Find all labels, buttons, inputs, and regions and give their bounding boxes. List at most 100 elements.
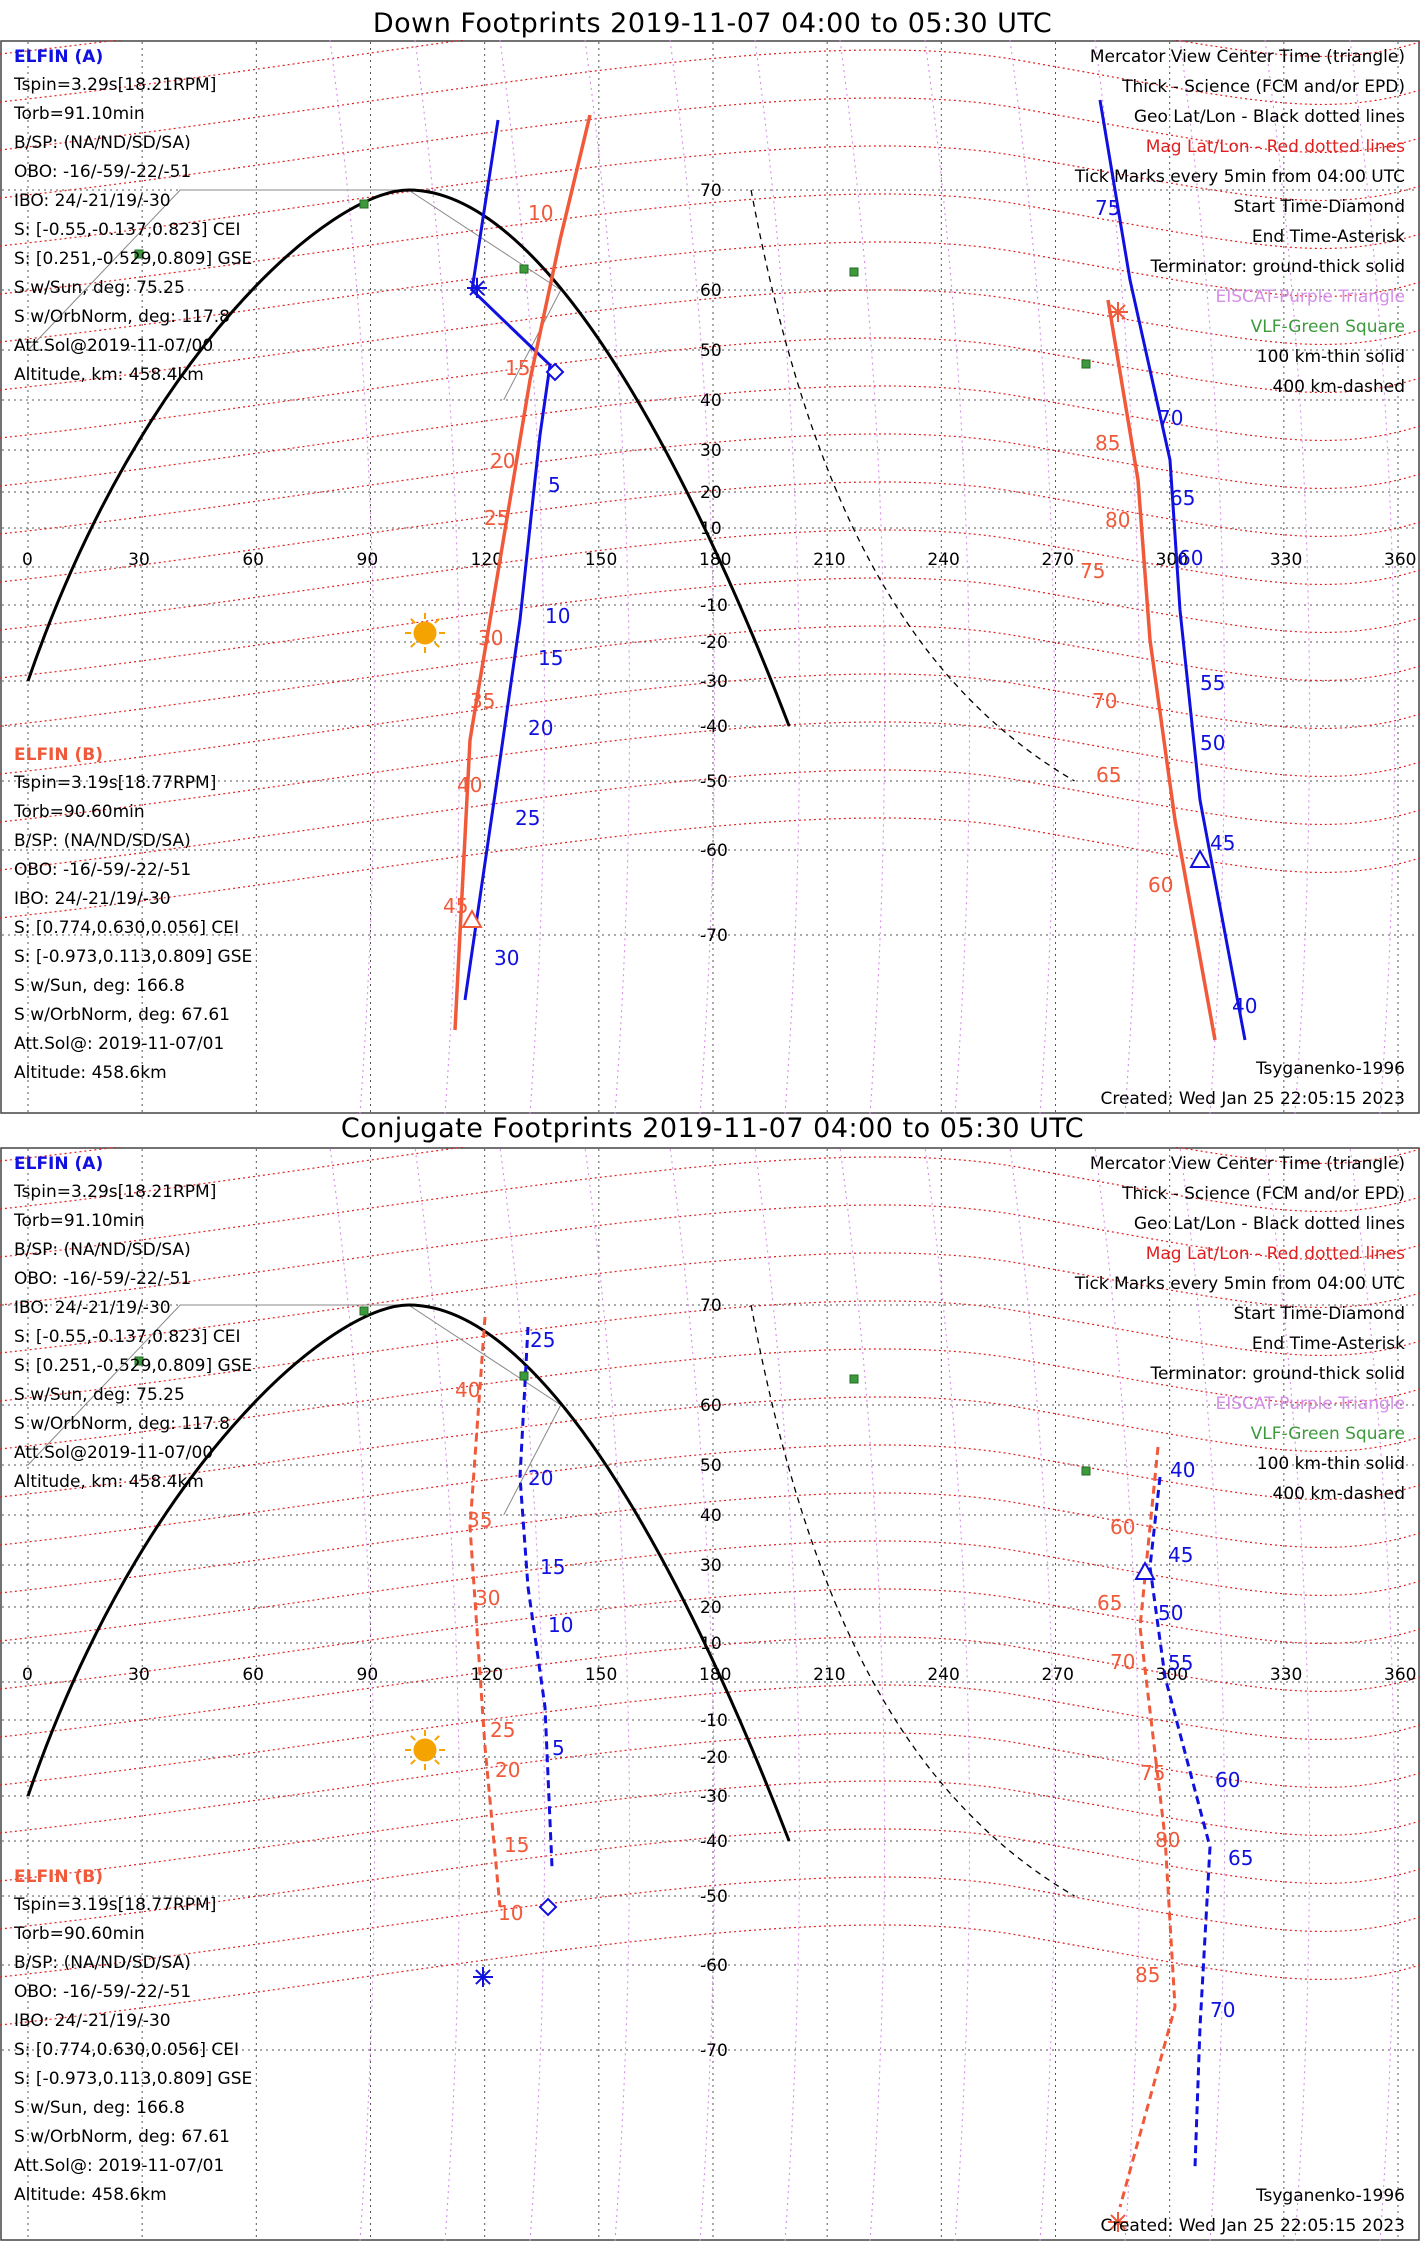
elfin-a-info-line: Altitude, km: 458.4km <box>14 1472 204 1492</box>
sun-ray <box>410 642 416 648</box>
elfin-a-info-line: S w/OrbNorm, deg: 117.8 <box>14 307 230 327</box>
terminator-400km <box>750 1304 1075 1897</box>
mag-longitude-line <box>924 1147 971 2242</box>
lat-tick-label: -60 <box>700 1956 728 1976</box>
start-diamond-icon <box>545 362 565 382</box>
track-tick-label-a: 20 <box>528 716 553 740</box>
vlf-square-icon <box>359 199 369 209</box>
track-tick-label-b: 25 <box>490 1718 515 1742</box>
left-info-b: ELFIN (B) Tspin=3.19s[18.77RPM] Torb=90.60… <box>13 1867 252 2205</box>
sun-icon <box>413 621 437 645</box>
legend-line: End Time-Asterisk <box>1252 227 1405 247</box>
lon-tick-label: 330 <box>1270 1665 1302 1685</box>
track-tick-label-b: 60 <box>1110 1515 1135 1539</box>
lat-tick-label: 60 <box>700 1396 722 1416</box>
track-tick-label-b: 15 <box>504 1833 529 1857</box>
elfin-a-info-line: Att.Sol@2019-11-07/00 <box>14 1443 213 1463</box>
elfin-a-info-line: S w/Sun, deg: 75.25 <box>14 1385 185 1405</box>
track-tick-label-b: 35 <box>467 1508 492 1532</box>
lon-tick-label: 30 <box>128 550 150 570</box>
elfin-b-info-line: IBO: 24/-21/19/-30 <box>14 889 171 909</box>
lat-tick-label: 70 <box>700 181 722 201</box>
lat-tick-label: 70 <box>700 1296 722 1316</box>
elfin-b-info-line: S w/Sun, deg: 166.8 <box>14 976 185 996</box>
track-tick-label-b: 40 <box>455 1378 480 1402</box>
track-tick-label-b: 65 <box>1097 1591 1122 1615</box>
vlf-square-icon <box>1081 359 1091 369</box>
mag-grid <box>0 1147 1421 2242</box>
track-tick-label-a: 75 <box>1095 196 1120 220</box>
track-tick-label-b: 35 <box>470 689 495 713</box>
lat-tick-label: 30 <box>700 1556 722 1576</box>
elfin-a-track <box>518 1326 554 1868</box>
lat-tick-label: -70 <box>700 2041 728 2061</box>
track-tick-label-b: 30 <box>475 1586 500 1610</box>
panel-down-footprints: Down Footprints 2019-11-07 04:00 to 05:3… <box>0 0 1425 1120</box>
track-tick-label-b: 10 <box>498 1901 523 1925</box>
elfin-a-info-line: Torb=91.10min <box>13 104 145 124</box>
lat-tick-label: 40 <box>700 1506 722 1526</box>
track-tick-label-a: 70 <box>1210 1998 1235 2022</box>
elfin-b-info-line: S: [0.774,0.630,0.056] CEI <box>14 2040 239 2060</box>
elfin-a-track <box>1148 1476 1212 2168</box>
track-tick-label-a: 70 <box>1158 406 1183 430</box>
lat-tick-label: -70 <box>700 926 728 946</box>
track-tick-label-b: 30 <box>478 626 503 650</box>
lon-tick-label: 180 <box>699 1665 731 1685</box>
elfin-a-info-line: S: [-0.55,-0.137,0.823] CEI <box>14 1327 240 1347</box>
markers <box>134 1306 1156 2232</box>
elfin-b-info-line: OBO: -16/-59/-22/-51 <box>14 860 191 880</box>
lon-tick-label: 270 <box>1042 1665 1074 1685</box>
track-tick-label-a: 5 <box>548 473 561 497</box>
lon-tick-label: 60 <box>242 550 264 570</box>
end-asterisk-icon <box>469 280 485 296</box>
lat-tick-label: -50 <box>700 772 728 792</box>
elfin-a-info-line: S: [0.251,-0.529,0.809] GSE <box>14 1356 252 1376</box>
sun-icon <box>413 1738 437 1762</box>
lat-tick-label: 50 <box>700 341 722 361</box>
legend-line: Start Time-Diamond <box>1234 197 1405 217</box>
track-tick-label-a: 60 <box>1215 1768 1240 1792</box>
elfin-b-info-line: Att.Sol@: 2019-11-07/01 <box>14 1034 224 1054</box>
elfin-b-info-line: S: [-0.973,0.113,0.809] GSE <box>14 947 252 967</box>
lat-tick-label: -40 <box>700 717 728 737</box>
elfin-b-info-line: Tspin=3.19s[18.77RPM] <box>13 773 216 793</box>
end-asterisk-icon <box>1110 2214 1126 2230</box>
legend-line: Thick - Science (FCM and/or EPD) <box>1121 77 1405 97</box>
terminator <box>26 188 1075 782</box>
elfin-b-info-line: OBO: -16/-59/-22/-51 <box>14 1982 191 2002</box>
lat-tick-label: 50 <box>700 1456 722 1476</box>
mag-longitude-line <box>1094 1147 1141 2242</box>
track-tick-label-a: 50 <box>1200 731 1225 755</box>
elfin-a-info-line: Att.Sol@2019-11-07/00 <box>14 336 213 356</box>
legend-line: Tick Marks every 5min from 04:00 UTC <box>1074 167 1405 187</box>
track-tick-label-a: 25 <box>515 806 540 830</box>
legend-line: End Time-Asterisk <box>1252 1334 1405 1354</box>
legend-line: 400 km-dashed <box>1273 1484 1405 1504</box>
vlf-square-icon <box>849 267 859 277</box>
legend-line: Tick Marks every 5min from 04:00 UTC <box>1074 1274 1405 1294</box>
panel-conjugate-footprints: Conjugate Footprints 2019-11-07 04:00 to… <box>0 1105 1425 2250</box>
elfin-b-info-line: S: [0.774,0.630,0.056] CEI <box>14 918 239 938</box>
track-tick-label-b: 10 <box>528 201 553 225</box>
legend-line: Terminator: ground-thick solid <box>1149 257 1405 277</box>
start-diamond-icon <box>538 1897 558 1917</box>
lat-tick-label: 20 <box>700 483 722 503</box>
legend-line: VLF-Green Square <box>1251 1424 1405 1444</box>
terminator-ground <box>26 1303 791 1842</box>
lon-tick-label: 360 <box>1384 550 1416 570</box>
elfin-b-info-line: B/SP: (NA/ND/SD/SA) <box>14 1953 191 1973</box>
lon-tick-label: 150 <box>585 550 617 570</box>
track-tick-label-a: 20 <box>528 1466 553 1490</box>
elfin-a-info-line: Tspin=3.29s[18.21RPM] <box>13 1182 216 1202</box>
lon-tick-label: 30 <box>128 1665 150 1685</box>
track-tick-label-b: 20 <box>495 1758 520 1782</box>
lon-tick-label: 300 <box>1156 1665 1188 1685</box>
mag-longitude-line <box>1349 1147 1396 2242</box>
elfin-b-info-line: S w/OrbNorm, deg: 67.61 <box>14 1005 230 1025</box>
lat-tick-label: -20 <box>700 1748 728 1768</box>
lat-tick-label: 20 <box>700 1598 722 1618</box>
elfin-a-info-line: S: [0.251,-0.529,0.809] GSE <box>14 249 252 269</box>
sun-ray <box>434 642 440 648</box>
lat-tick-label: -30 <box>700 1787 728 1807</box>
